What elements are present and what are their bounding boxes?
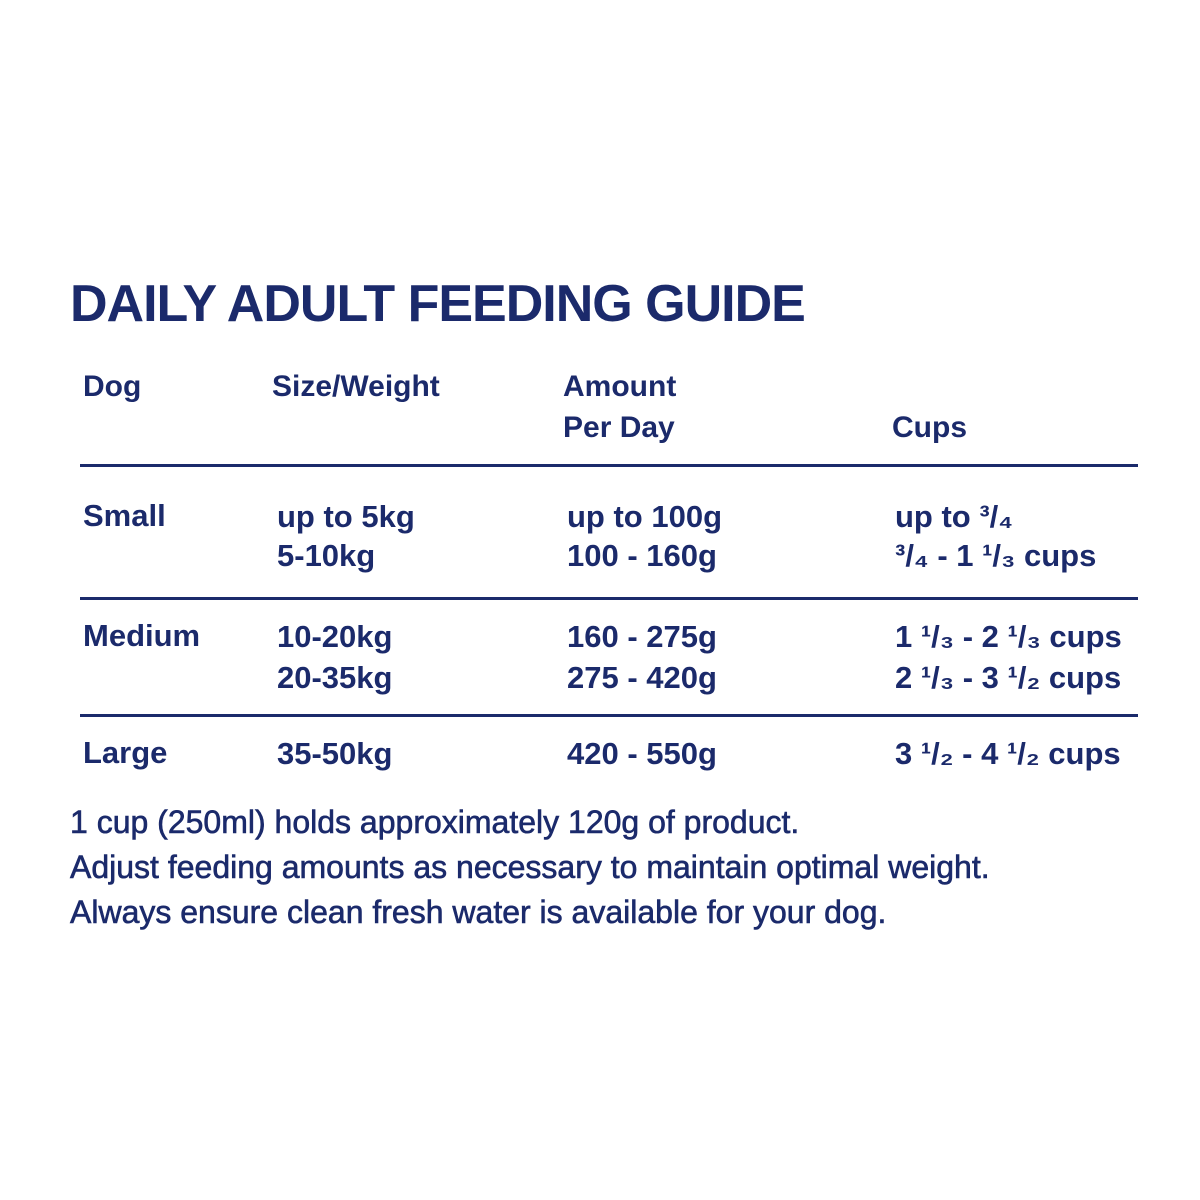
note-fresh-water: Always ensure clean fresh water is avail… (70, 894, 887, 931)
cups-cell: 1 ¹/₃ - 2 ¹/₃ cups (895, 619, 1122, 654)
page-title: DAILY ADULT FEEDING GUIDE (70, 275, 806, 333)
size-cell: 35-50kg (277, 736, 393, 771)
cups-cell: ³/₄ - 1 ¹/₃ cups (895, 538, 1097, 573)
header-size: Size/Weight (272, 370, 440, 403)
header-amount-line2: Per Day (563, 411, 675, 444)
amount-cell: 100 - 160g (567, 538, 717, 573)
divider (80, 464, 1138, 467)
cups-cell: 2 ¹/₃ - 3 ¹/₂ cups (895, 660, 1122, 695)
amount-cell: 160 - 275g (567, 619, 717, 654)
dog-size-large: Large (83, 735, 168, 770)
size-cell: 5-10kg (277, 538, 376, 573)
size-cell: up to 5kg (277, 499, 415, 534)
amount-cell: 420 - 550g (567, 736, 717, 771)
header-cups: Cups (892, 411, 967, 444)
note-adjust-feeding: Adjust feeding amounts as necessary to m… (70, 849, 990, 886)
dog-size-medium: Medium (83, 618, 201, 653)
dog-size-small: Small (83, 498, 166, 533)
note-cup-measure: 1 cup (250ml) holds approximately 120g o… (70, 804, 800, 841)
divider (80, 597, 1138, 600)
header-amount-line1: Amount (563, 370, 677, 403)
amount-cell: 275 - 420g (567, 660, 717, 695)
cups-cell: up to ³/₄ (895, 499, 1014, 534)
size-cell: 20-35kg (277, 660, 393, 695)
divider (80, 714, 1138, 717)
header-dog: Dog (83, 370, 142, 403)
size-cell: 10-20kg (277, 619, 393, 654)
cups-cell: 3 ¹/₂ - 4 ¹/₂ cups (895, 736, 1121, 771)
amount-cell: up to 100g (567, 499, 723, 534)
